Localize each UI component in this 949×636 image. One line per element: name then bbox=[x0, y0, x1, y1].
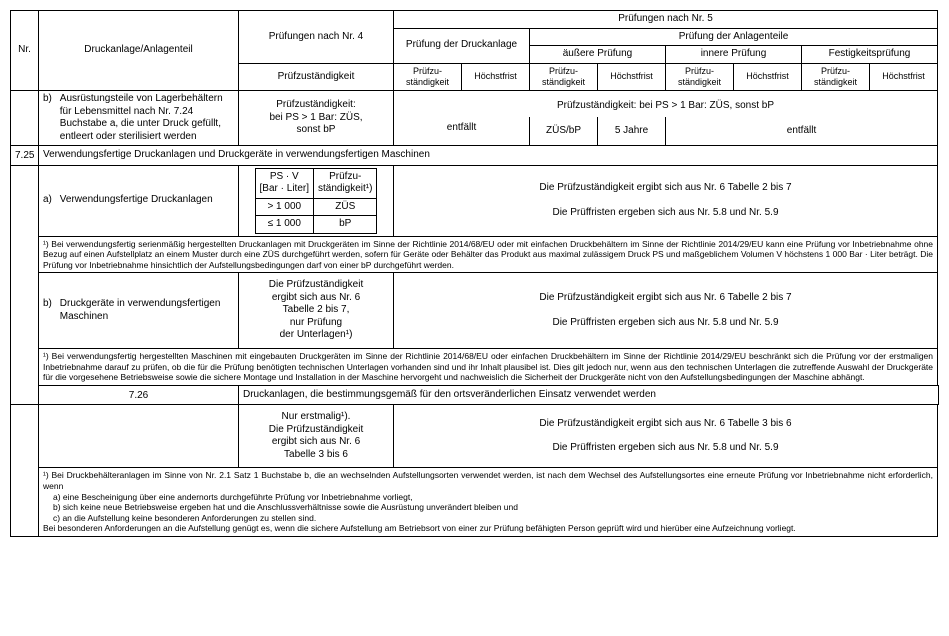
rowb-topline: Prüfzuständigkeit: bei PS > 1 Bar: ZÜS, … bbox=[394, 91, 938, 117]
inner-r2c2: bP bbox=[314, 216, 377, 234]
hdr-festigkeit: Festigkeitsprüfung bbox=[802, 46, 938, 64]
inner-r2c1: ≤ 1 000 bbox=[255, 216, 313, 234]
hdr-c4: Höchstfrist bbox=[598, 63, 666, 91]
rowb-entf1: entfällt bbox=[394, 117, 530, 146]
row725a-right: Die Prüfzuständigkeit ergibt sich aus Nr… bbox=[394, 165, 938, 236]
inner-r1c2: ZÜS bbox=[314, 198, 377, 216]
rowb-label: b) bbox=[43, 93, 57, 106]
note726-end: Bei besonderen Anforderungen an die Aufs… bbox=[43, 523, 933, 534]
row725b-desc: b) Druckgeräte in verwendungs­fertigen M… bbox=[39, 273, 239, 349]
hdr-c8: Höchstfrist bbox=[870, 63, 938, 91]
row725b-l1: Die Prüfzuständigkeit ergibt sich aus Nr… bbox=[398, 286, 933, 311]
row725b-text: Druckgeräte in verwendungs­fertigen Masc… bbox=[60, 298, 230, 323]
inner-h2: Prüfzu- ständigkeit¹) bbox=[314, 168, 377, 198]
hdr-c5: Prüfzu- ständigkeit bbox=[666, 63, 734, 91]
note725b: ¹) Bei verwendungsfertig hergestellten M… bbox=[39, 348, 938, 385]
row725b-label: b) bbox=[43, 298, 57, 311]
row726-right: Die Prüfzuständigkeit ergibt sich aus Nr… bbox=[394, 405, 938, 468]
row725a-label: a) bbox=[43, 194, 57, 207]
row725a-text: Verwendungsfertige Druck­anlagen bbox=[60, 194, 230, 207]
rowb-text: Ausrüstungsteile von Lager­behältern für… bbox=[60, 93, 230, 143]
hdr-aussere: äußere Prüfung bbox=[530, 46, 666, 64]
row725b-pz: Die Prüfzuständigkeit ergibt sich aus Nr… bbox=[239, 273, 394, 349]
rowb-desc: b) Ausrüstungsteile von Lager­behältern … bbox=[39, 91, 239, 146]
rowb-nr bbox=[11, 91, 39, 146]
hdr-c6: Höchstfrist bbox=[734, 63, 802, 91]
row726-l2: Die Prüffristen ergeben sich aus Nr. 5.8… bbox=[398, 436, 933, 461]
hdr-pruf5: Prüfungen nach Nr. 5 bbox=[394, 11, 938, 29]
note726-c: c) an die Aufstellung keine besonderen A… bbox=[43, 513, 933, 524]
inner-r1c1: > 1 000 bbox=[255, 198, 313, 216]
note726: ¹) Bei Druckbehälteranlagen im Sinne von… bbox=[39, 468, 938, 537]
row725a-pz: PS · V [Bar · Liter] Prüfzu- ständigkeit… bbox=[239, 165, 394, 236]
hdr-innere: innere Prüfung bbox=[666, 46, 802, 64]
rowb-zus: ZÜS/bP bbox=[530, 117, 598, 146]
hdr-nr: Nr. bbox=[11, 11, 39, 91]
sec726-title: Druckanlagen, die bestimmungsgemäß für d… bbox=[239, 385, 939, 405]
sec725-nr: 7.25 bbox=[11, 146, 39, 166]
hdr-c1: Prüfzu- ständigkeit bbox=[394, 63, 462, 91]
row726-l1: Die Prüfzuständigkeit ergibt sich aus Nr… bbox=[398, 412, 933, 437]
note726-a: a) eine Bescheinigung über eine andernor… bbox=[43, 492, 933, 503]
row726-desc bbox=[39, 405, 239, 468]
hdr-druck: Druckanlage/Anlagenteil bbox=[39, 11, 239, 91]
note726-b: b) sich keine neue Betriebsweise ergeben… bbox=[43, 502, 933, 513]
regulation-table: Nr. Druckanlage/Anlagenteil Prüfungen na… bbox=[10, 10, 939, 537]
sec725-title: Verwendungsfertige Druckanlagen und Druc… bbox=[39, 146, 938, 166]
rowb-entf2: entfällt bbox=[666, 117, 938, 146]
hdr-pruf4: Prüfungen nach Nr. 4 bbox=[239, 11, 394, 64]
row725a-l2: Die Prüffristen ergeben sich aus Nr. 5.8… bbox=[398, 201, 933, 226]
row725b-l2: Die Prüffristen ergeben sich aus Nr. 5.8… bbox=[398, 311, 933, 336]
row725b-right: Die Prüfzuständigkeit ergibt sich aus Nr… bbox=[394, 273, 938, 349]
sec726-left bbox=[11, 405, 39, 537]
hdr-c2: Höchstfrist bbox=[462, 63, 530, 91]
hdr-prufanlage: Prüfung der Druckanlage bbox=[394, 28, 530, 63]
inner-h1: PS · V [Bar · Liter] bbox=[255, 168, 313, 198]
row725a-inner-table: PS · V [Bar · Liter] Prüfzu- ständigkeit… bbox=[255, 168, 378, 234]
rowb-jahre: 5 Jahre bbox=[598, 117, 666, 146]
note726-intro: ¹) Bei Druckbehälteranlagen im Sinne von… bbox=[43, 470, 933, 491]
hdr-prufz: Prüfzuständigkeit bbox=[239, 63, 394, 91]
sec726-nr: 7.26 bbox=[39, 385, 239, 405]
note725a: ¹) Bei verwendungsfertig serienmäßig her… bbox=[39, 236, 938, 273]
row725a-desc: a) Verwendungsfertige Druck­anlagen bbox=[39, 165, 239, 236]
hdr-c3: Prüfzu- ständigkeit bbox=[530, 63, 598, 91]
row726-pz: Nur erstmalig¹). Die Prüfzuständigkeit e… bbox=[239, 405, 394, 468]
sec725-left bbox=[11, 165, 39, 405]
hdr-c7: Prüfzu- ständigkeit bbox=[802, 63, 870, 91]
row725a-l1: Die Prüfzuständigkeit ergibt sich aus Nr… bbox=[398, 176, 933, 201]
hdr-prufteile: Prüfung der Anlagenteile bbox=[530, 28, 938, 46]
rowb-pz: Prüfzuständigkeit: bei PS > 1 Bar: ZÜS, … bbox=[239, 91, 394, 146]
